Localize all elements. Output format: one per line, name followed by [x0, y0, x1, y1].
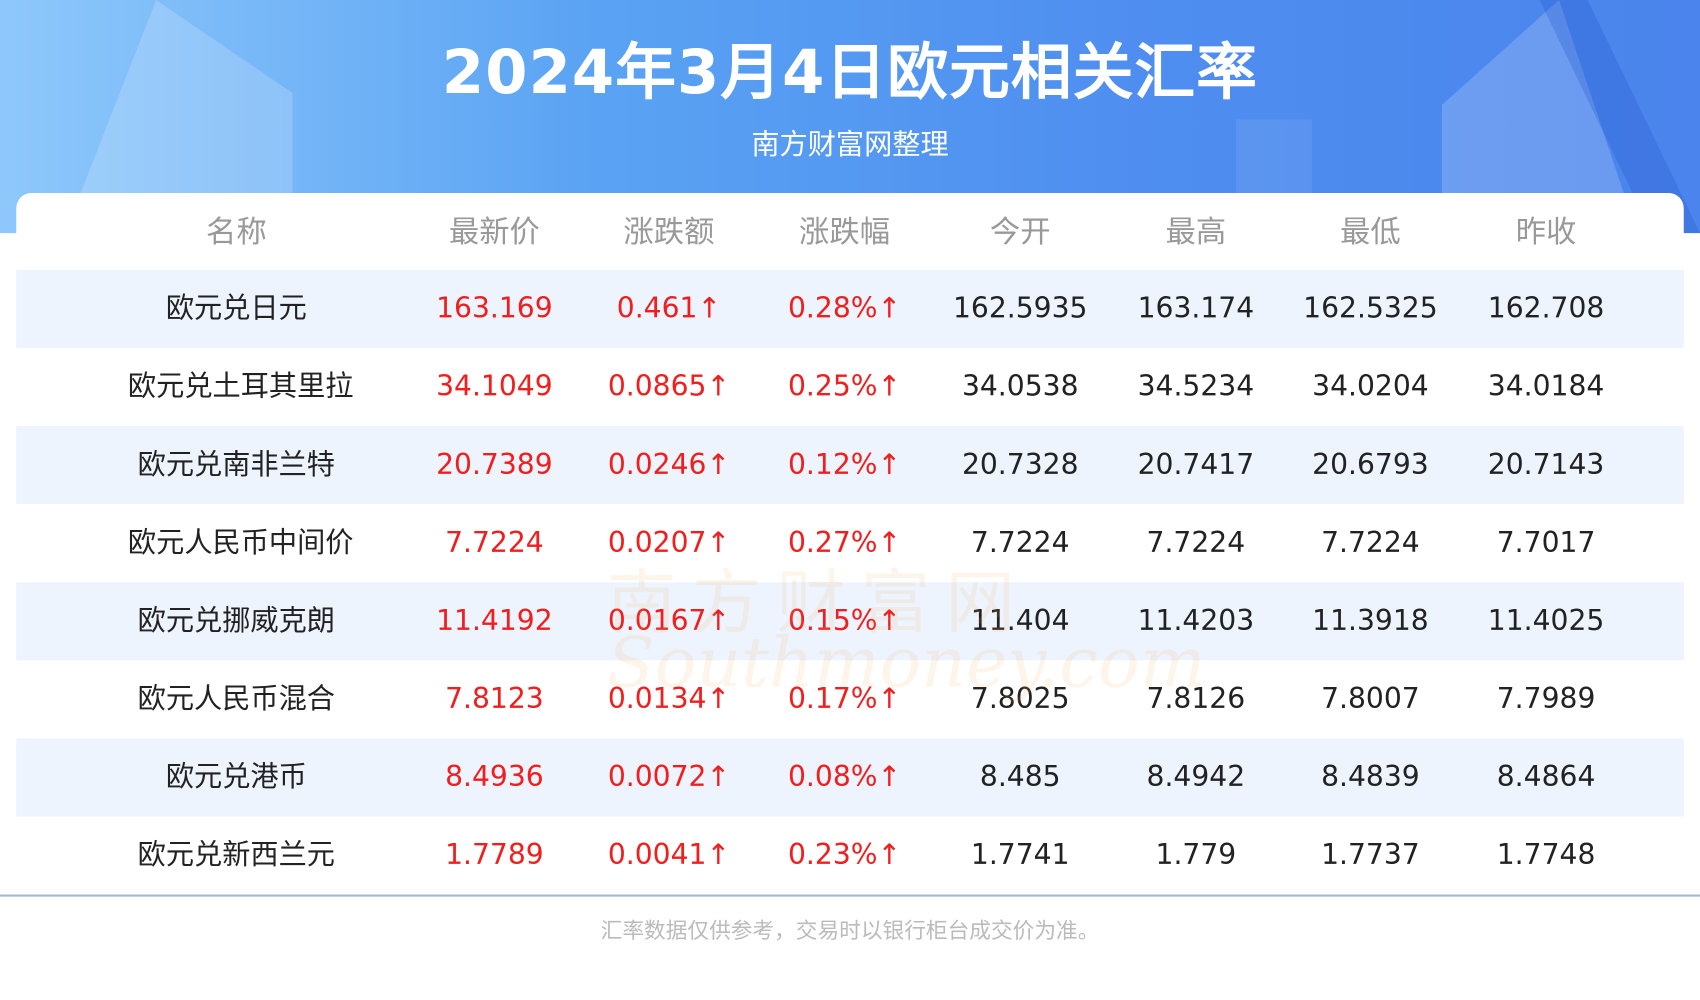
cell-change-pct: 0.15%↑ [787, 604, 902, 638]
page-subtitle: 南方财富网整理 [751, 129, 949, 162]
cell-low: 7.8007 [1321, 683, 1420, 716]
cell-change: 0.0072↑ [607, 761, 731, 794]
divider [0, 894, 1700, 897]
cell-open: 7.7224 [970, 526, 1070, 560]
cell-name: 欧元兑南非兰特 [137, 448, 336, 482]
cell-prev-close: 1.7748 [1496, 839, 1596, 872]
table-row: 欧元人民币混合 7.8123 0.0134↑ 0.17%↑ 7.8025 7.8126 7.… [16, 660, 1683, 738]
cell-prev-close: 34.0184 [1487, 370, 1605, 404]
cell-latest: 34.1049 [436, 370, 553, 404]
cell-name: 欧元兑港币 [165, 761, 307, 794]
table-row: 欧元兑土耳其里拉 34.1049 0.0865↑ 0.25%↑ 34.0538 34.52… [16, 348, 1683, 426]
cell-change: 0.0167↑ [607, 604, 731, 638]
column-header-change-pct: 涨跌幅 [799, 213, 891, 250]
cell-low: 162.5325 [1303, 292, 1438, 326]
column-header-prev-close: 昨收 [1515, 213, 1577, 250]
cell-latest: 7.8123 [445, 683, 544, 716]
cell-name: 欧元人民币中间价 [127, 526, 354, 560]
cell-high: 8.4942 [1146, 761, 1246, 794]
cell-change: 0.461↑ [616, 292, 722, 326]
footer-note: 汇率数据仅供参考，交易时以银行柜台成交价为准。 [600, 917, 1100, 944]
cell-open: 34.0538 [961, 370, 1079, 404]
cell-change-pct: 0.17%↑ [787, 683, 902, 716]
table-row: 欧元兑新西兰元 1.7789 0.0041↑ 0.23%↑ 1.7741 1.779 1.7… [16, 816, 1683, 894]
cell-change-pct: 0.23%↑ [787, 839, 902, 872]
table-row: 欧元人民币中间价 7.7224 0.0207↑ 0.27%↑ 7.7224 7.7224 7… [16, 504, 1683, 582]
table-header: 名称 最新价 涨跌额 涨跌幅 今开 最高 最低 昨收 [16, 193, 1683, 271]
column-header-open: 今开 [989, 213, 1051, 250]
cell-name: 欧元兑新西兰元 [137, 839, 336, 872]
cell-latest: 163.169 [436, 292, 553, 326]
cell-low: 8.4839 [1321, 761, 1420, 794]
cell-change-pct: 0.08%↑ [787, 761, 902, 794]
cell-low: 1.7737 [1321, 839, 1420, 872]
cell-change: 0.0041↑ [607, 839, 731, 872]
cell-change: 0.0246↑ [607, 448, 731, 482]
cell-prev-close: 8.4864 [1496, 761, 1596, 794]
column-header-low: 最低 [1340, 213, 1401, 250]
cell-name: 欧元兑日元 [165, 292, 307, 326]
cell-latest: 11.4192 [436, 604, 553, 638]
cell-high: 7.7224 [1146, 526, 1246, 560]
page-title: 2024年3月4日欧元相关汇率 [441, 37, 1259, 109]
cell-latest: 20.7389 [436, 448, 553, 482]
cell-change-pct: 0.27%↑ [787, 526, 902, 560]
cell-open: 162.5935 [952, 292, 1088, 326]
cell-high: 11.4203 [1137, 604, 1255, 638]
cell-high: 7.8126 [1146, 683, 1246, 716]
cell-change: 0.0207↑ [607, 526, 731, 560]
cell-prev-close: 20.7143 [1487, 448, 1605, 482]
cell-open: 7.8025 [970, 683, 1070, 716]
cell-name: 欧元兑土耳其里拉 [127, 370, 354, 404]
column-header-change: 涨跌额 [623, 213, 715, 250]
column-header-name: 名称 [205, 213, 267, 250]
cell-high: 163.174 [1137, 292, 1255, 326]
cell-low: 34.0204 [1312, 370, 1429, 404]
cell-change-pct: 0.12%↑ [787, 448, 902, 482]
cell-low: 20.6793 [1312, 448, 1429, 482]
table-row: 欧元兑挪威克朗 11.4192 0.0167↑ 0.15%↑ 11.404 11.4203… [16, 582, 1684, 661]
cell-low: 11.3918 [1312, 604, 1429, 638]
cell-high: 34.5234 [1137, 370, 1255, 404]
cell-prev-close: 11.4025 [1487, 604, 1605, 638]
cell-open: 11.404 [970, 604, 1070, 638]
column-header-latest: 最新价 [448, 213, 540, 250]
rate-table: 名称 最新价 涨跌额 涨跌幅 今开 最高 最低 昨收 欧元兑日元 163.169 0.461↑ 0.… [16, 192, 1684, 896]
cell-latest: 8.4936 [445, 761, 544, 794]
cell-prev-close: 7.7989 [1496, 683, 1596, 716]
cell-low: 7.7224 [1321, 526, 1420, 560]
cell-latest: 7.7224 [445, 526, 544, 560]
cell-open: 8.485 [979, 761, 1061, 794]
column-header-high: 最高 [1165, 213, 1227, 250]
cell-name: 欧元人民币混合 [137, 683, 336, 716]
table-row: 欧元兑日元 163.169 0.461↑ 0.28%↑ 162.5935 163.174 1… [16, 269, 1684, 349]
cell-latest: 1.7789 [445, 839, 544, 872]
cell-change: 0.0134↑ [607, 683, 731, 716]
table-row: 欧元兑港币 8.4936 0.0072↑ 0.08%↑ 8.485 8.4942 8.483… [16, 738, 1684, 817]
cell-change: 0.0865↑ [607, 370, 731, 404]
cell-high: 1.779 [1155, 839, 1237, 872]
cell-open: 20.7328 [961, 448, 1079, 482]
cell-open: 1.7741 [970, 839, 1070, 872]
cell-high: 20.7417 [1137, 448, 1255, 482]
cell-name: 欧元兑挪威克朗 [137, 604, 336, 638]
cell-change-pct: 0.28%↑ [787, 292, 902, 326]
cell-change-pct: 0.25%↑ [787, 370, 902, 404]
cell-prev-close: 162.708 [1487, 292, 1605, 326]
table-row: 欧元兑南非兰特 20.7389 0.0246↑ 0.12%↑ 20.7328 20.741… [16, 426, 1684, 505]
cell-prev-close: 7.7017 [1496, 526, 1596, 560]
